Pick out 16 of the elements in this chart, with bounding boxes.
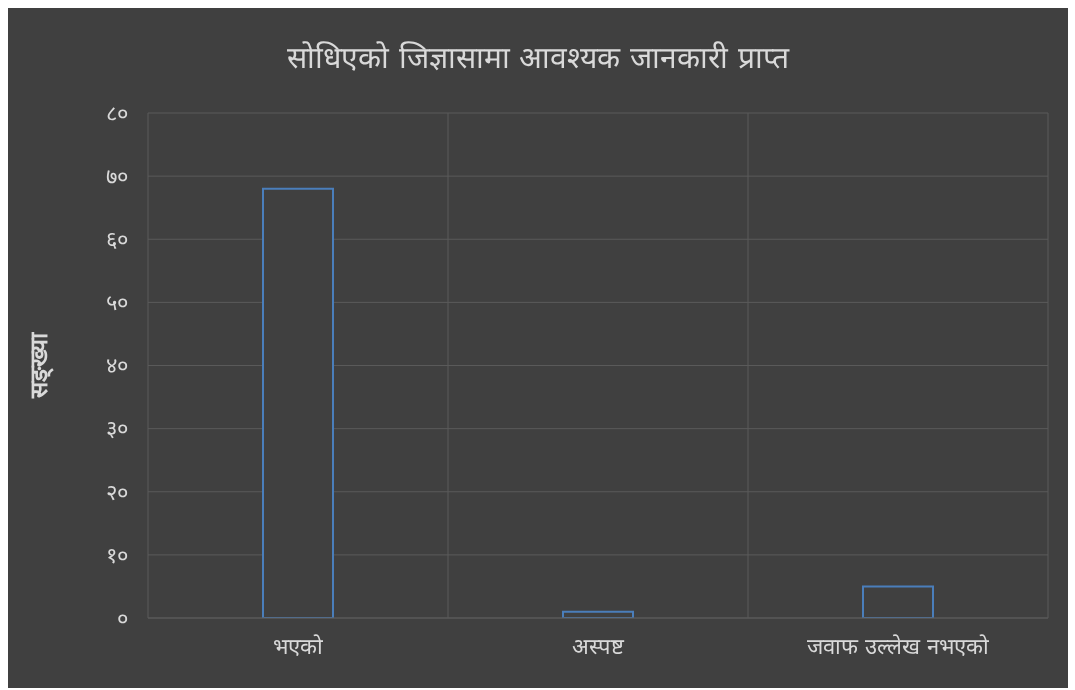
x-tick-label: जवाफ उल्लेख नभएको bbox=[807, 633, 989, 659]
y-tick-label: ८० bbox=[106, 100, 128, 126]
chart-title: सोधिएको जिज्ञासामा आवश्यक जानकारी प्राप्त bbox=[286, 39, 791, 77]
x-tick-label: अस्पष्ट bbox=[572, 633, 625, 659]
y-tick-label: ३० bbox=[106, 416, 128, 442]
y-tick-label: ४० bbox=[106, 353, 128, 379]
y-tick-label: ५० bbox=[106, 290, 128, 316]
bar bbox=[262, 187, 334, 618]
x-tick-label: भएको bbox=[273, 633, 323, 659]
bar bbox=[862, 585, 934, 618]
y-tick-label: १० bbox=[106, 542, 128, 568]
y-tick-label: ६० bbox=[106, 227, 128, 253]
y-tick-label: ७० bbox=[106, 163, 128, 189]
y-axis-title: सङ्ख्या bbox=[24, 332, 54, 399]
y-tick-label: २० bbox=[106, 479, 128, 505]
y-tick-label: ० bbox=[117, 605, 128, 631]
